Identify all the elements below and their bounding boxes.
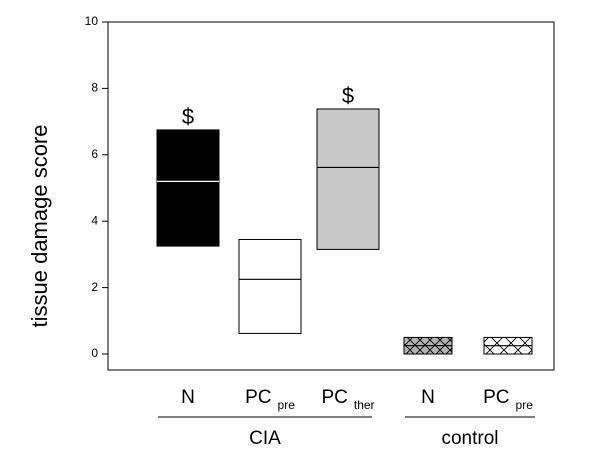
significance-marker: $ — [342, 83, 354, 108]
y-tick-label: 6 — [91, 147, 98, 161]
category-labels: N PC pre PC ther N PC pre — [181, 387, 533, 412]
box-0 — [156, 129, 220, 247]
group-brackets: CIA control — [158, 416, 535, 449]
boxes: $$ — [156, 83, 533, 355]
category-label-sub: pre — [278, 398, 296, 412]
category-label-2: PC ther — [321, 387, 374, 412]
y-tick-label: 0 — [91, 346, 98, 360]
group-label-1: control — [441, 428, 498, 449]
category-label-main: PC — [321, 387, 347, 408]
y-axis: 0 2 4 6 8 10 — [85, 14, 108, 360]
box-1 — [238, 238, 302, 334]
category-label-main: PC — [245, 387, 271, 408]
significance-marker: $ — [182, 104, 194, 129]
box-2 — [316, 108, 380, 250]
y-tick-label: 2 — [91, 280, 98, 294]
category-label-3: N — [421, 387, 435, 408]
y-tick-label: 10 — [85, 14, 99, 28]
category-label-sub: ther — [354, 398, 375, 412]
category-label-1: PC pre — [245, 387, 295, 412]
y-tick-label: 4 — [91, 213, 98, 227]
category-label-4: PC pre — [483, 387, 533, 412]
category-label-main: PC — [483, 387, 509, 408]
group-label-0: CIA — [249, 428, 281, 449]
category-label-0: N — [181, 387, 195, 408]
y-tick-label: 8 — [91, 81, 98, 95]
category-label-main: N — [181, 387, 195, 408]
plot-frame — [107, 21, 555, 371]
y-axis-title: tissue damage score — [27, 125, 52, 328]
category-label-sub: pre — [516, 398, 534, 412]
category-label-main: N — [421, 387, 435, 408]
